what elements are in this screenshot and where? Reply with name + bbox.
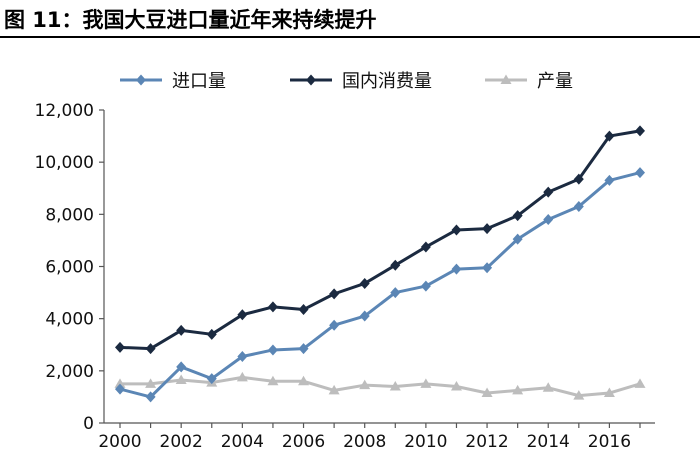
data-point [237, 309, 248, 321]
legend: 进口量 国内消费量 产量 [120, 71, 573, 92]
data-point [389, 380, 401, 391]
x-tick-label: 2006 [282, 432, 325, 452]
series-line [120, 375, 641, 398]
x-tick-label: 2016 [588, 432, 631, 452]
data-point [420, 280, 431, 292]
legend-label: 国内消费量 [342, 71, 432, 92]
data-point [176, 324, 187, 336]
data-point [145, 343, 156, 355]
series-2 [114, 371, 646, 400]
data-point [267, 344, 278, 356]
x-tick-label: 2012 [465, 432, 508, 452]
data-point [267, 301, 278, 313]
data-point [267, 375, 279, 386]
data-point [136, 74, 146, 86]
data-point [451, 263, 462, 275]
x-tick-label: 2008 [343, 432, 386, 452]
series-line [119, 171, 641, 399]
x-tick-label: 2010 [404, 432, 447, 452]
data-point [115, 341, 125, 353]
series-group [114, 125, 646, 403]
data-point [359, 310, 370, 322]
title-divider [0, 36, 700, 38]
data-point [115, 383, 125, 395]
title-bar: 图 11：我国大豆进口量近年来持续提升 [0, 0, 700, 40]
data-point [482, 262, 493, 274]
x-tick-label: 2004 [221, 432, 264, 452]
series-line [119, 129, 641, 351]
data-point [634, 378, 646, 388]
data-point [176, 361, 187, 373]
x-tick-label: 2014 [527, 432, 570, 452]
chart-title: 图 11：我国大豆进口量近年来持续提升 [4, 8, 377, 32]
data-point [573, 173, 584, 185]
y-tick-label: 6,000 [45, 258, 94, 278]
data-point [390, 287, 401, 299]
data-point [543, 214, 554, 226]
y-tick-label: 4,000 [45, 310, 94, 330]
y-tick-label: 0 [83, 414, 94, 434]
legend-label: 进口量 [172, 71, 226, 92]
legend-label: 产量 [537, 71, 573, 92]
data-point [543, 186, 554, 198]
data-point [573, 390, 585, 400]
y-tick-label: 8,000 [45, 205, 94, 225]
data-point [573, 201, 584, 213]
data-point [175, 374, 187, 384]
data-point [635, 167, 645, 179]
axes: 0 2,000 4,000 6,000 8,000 10,000 12,000 2000 200… [35, 101, 655, 452]
series-1 [115, 125, 645, 355]
data-point [236, 371, 248, 382]
data-point [450, 380, 462, 391]
data-point [359, 277, 370, 289]
data-point [512, 210, 523, 222]
data-point [604, 130, 615, 142]
data-point [390, 259, 401, 271]
data-point [328, 384, 340, 395]
data-point [420, 378, 432, 388]
data-point [512, 384, 524, 395]
data-point [542, 382, 554, 392]
data-point [512, 233, 523, 245]
x-tick-label: 2002 [160, 432, 203, 452]
data-point [329, 288, 340, 300]
data-point [635, 125, 645, 137]
y-tick-label: 12,000 [35, 101, 94, 121]
data-point [206, 328, 217, 340]
y-tick-label: 2,000 [45, 362, 94, 382]
series-0 [115, 167, 645, 403]
data-point [500, 74, 512, 84]
data-point [482, 223, 493, 235]
data-point [237, 350, 248, 362]
data-point [145, 391, 156, 403]
legend-item: 进口量 [120, 71, 226, 92]
data-point [481, 387, 493, 398]
data-point [206, 373, 217, 385]
data-point [298, 375, 310, 386]
data-point [451, 224, 462, 236]
legend-item: 国内消费量 [290, 71, 432, 92]
legend-item: 产量 [485, 71, 573, 92]
data-point [604, 174, 615, 186]
data-point [145, 378, 157, 388]
data-point [306, 74, 316, 86]
data-point [359, 379, 371, 390]
x-tick-label: 2000 [98, 432, 141, 452]
data-point [114, 378, 126, 388]
data-point [420, 241, 431, 253]
data-point [329, 319, 340, 331]
data-point [603, 387, 615, 398]
data-point [298, 343, 309, 355]
y-tick-label: 10,000 [35, 153, 94, 173]
data-point [298, 304, 309, 316]
